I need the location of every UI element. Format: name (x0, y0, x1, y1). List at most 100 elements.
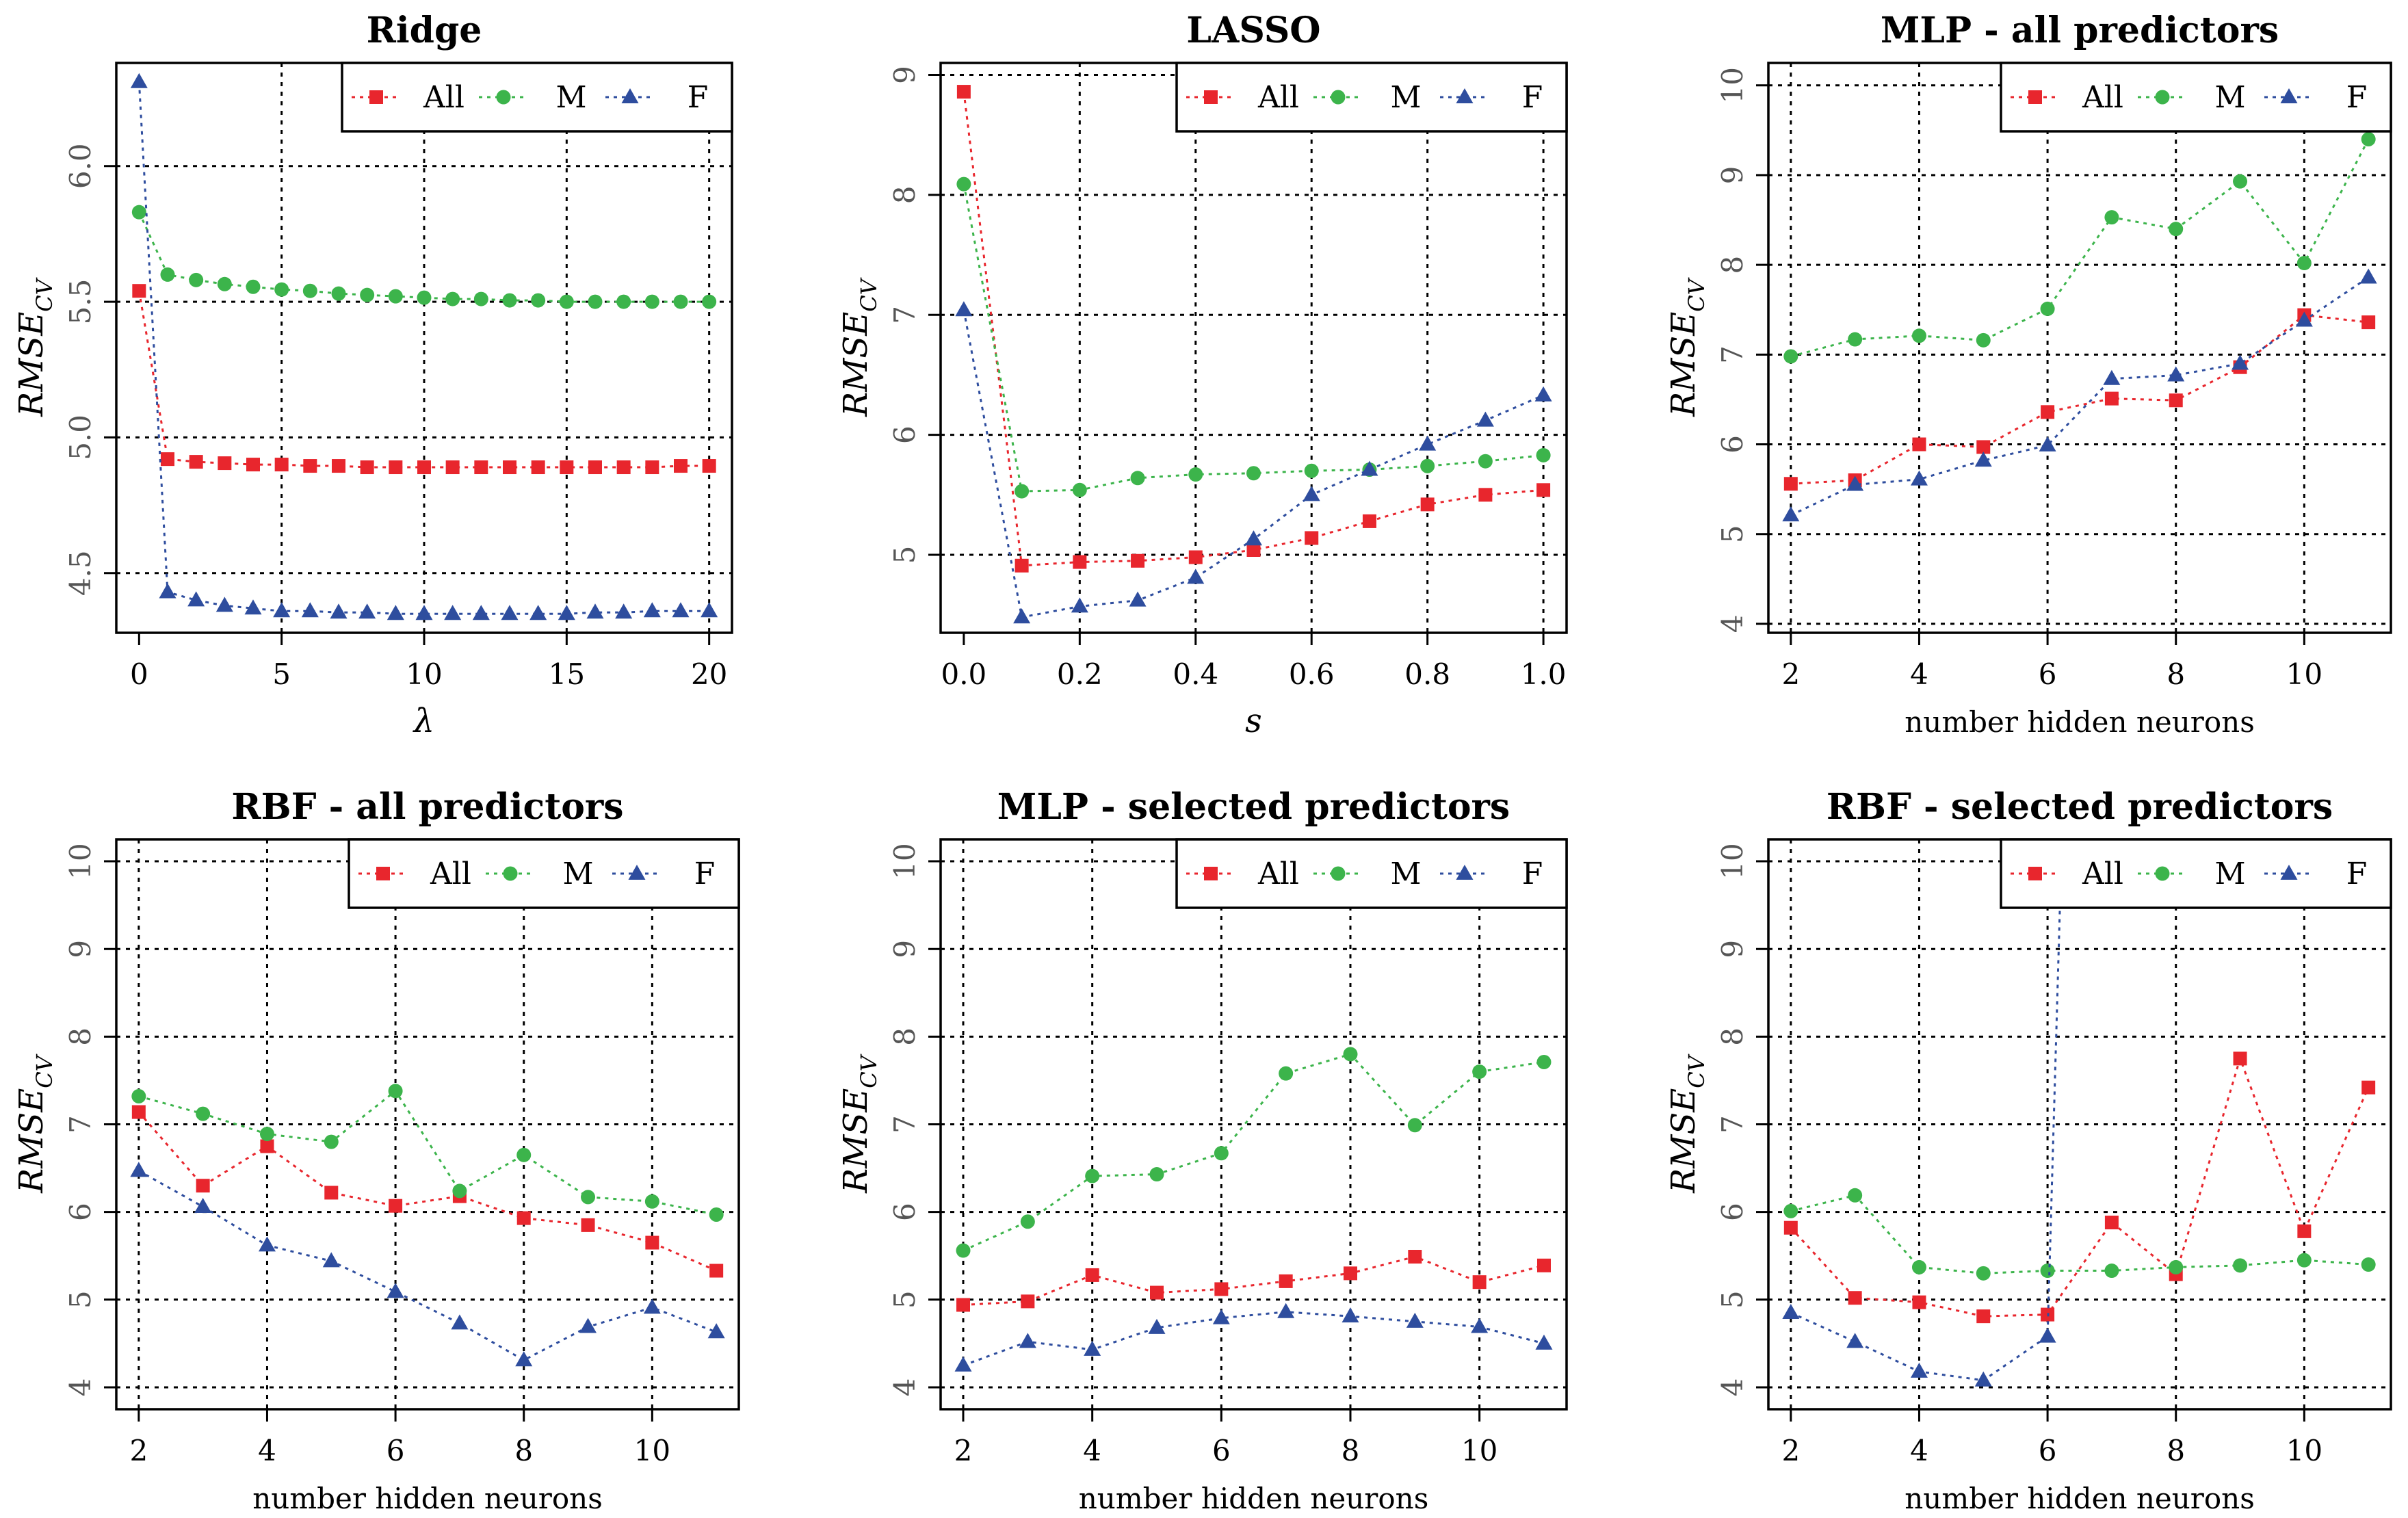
plot-area (1782, 132, 2377, 522)
point-m-4 (2040, 301, 2055, 316)
point-all-2 (189, 455, 203, 469)
point-f-7 (1406, 1312, 1424, 1328)
point-m-8 (360, 287, 375, 302)
point-f-13 (501, 605, 519, 620)
x-tick-label: 8 (514, 1434, 533, 1467)
y-tick-label: 10 (1716, 67, 1749, 103)
y-tick-label: 5 (888, 546, 921, 564)
y-tick-label: 9 (1716, 940, 1749, 958)
point-all-0 (131, 1105, 146, 1119)
legend-label: All (2082, 80, 2123, 115)
point-m-8 (1420, 458, 1435, 473)
point-m-0 (131, 1088, 146, 1103)
point-all-5 (1279, 1274, 1293, 1288)
legend-entry-all: All (2011, 856, 2123, 891)
legend-label: M (562, 856, 593, 891)
x-axis: 0 5 10 15 20 (130, 633, 727, 691)
point-all-9 (389, 460, 403, 475)
point-all-9 (1536, 1258, 1551, 1272)
x-axis: 2 4 6 8 10 (129, 1409, 670, 1467)
point-m-5 (1279, 1066, 1294, 1081)
x-tick-label: 15 (549, 657, 585, 691)
point-m-6 (516, 1147, 532, 1162)
point-f-1 (1019, 1333, 1036, 1348)
point-f-4 (244, 599, 262, 615)
point-f-4 (1187, 568, 1205, 584)
legend-entry-all: All (1186, 856, 1299, 891)
point-f-3 (322, 1252, 340, 1268)
point-all-2 (260, 1139, 274, 1153)
x-tick-label: 6 (2039, 1434, 2057, 1467)
grid (116, 63, 732, 633)
point-f-7 (330, 603, 348, 619)
point-f-8 (2295, 311, 2313, 327)
legend-entry-f: F (612, 856, 715, 891)
legend: All M F (2000, 838, 2392, 909)
series-line-m (138, 1089, 717, 1216)
point-m-9 (1478, 454, 1493, 469)
legend: All M F (1175, 838, 1568, 909)
point-all-3 (218, 456, 232, 471)
point-f-4 (1212, 1309, 1230, 1324)
point-f-5 (1277, 1303, 1295, 1318)
plot-area (955, 85, 1552, 624)
x-tick-label: 10 (1461, 1434, 1497, 1467)
point-m-13 (502, 293, 517, 308)
point-m-legend (496, 90, 511, 105)
point-m-4 (388, 1084, 403, 1099)
point-m-4 (1214, 1146, 1229, 1161)
legend-label: M (1390, 856, 1421, 891)
point-all-2 (1912, 1295, 1926, 1309)
point-f-3 (215, 597, 233, 612)
point-m-2 (1911, 328, 1926, 343)
point-f-8 (1419, 435, 1437, 451)
panel-4: 2 4 6 8 10 4 5 6 7 8 9 10 RMSECV number hidden neuron… (12, 786, 740, 1515)
point-m-0 (956, 1243, 971, 1258)
point-f-2 (1084, 1340, 1101, 1356)
legend-entry-all: All (358, 856, 471, 891)
point-m-3 (217, 276, 232, 291)
point-all-6 (516, 1211, 531, 1225)
point-m-1 (1020, 1214, 1035, 1229)
x-axis: 2 4 6 8 10 (954, 1409, 1497, 1467)
x-axis: 2 4 6 8 10 (1781, 633, 2322, 691)
point-m-9 (2361, 1257, 2376, 1272)
point-all-2 (1912, 437, 1926, 452)
point-all-9 (709, 1264, 724, 1278)
point-f-4 (2039, 436, 2056, 452)
y-tick-label: 8 (888, 1028, 921, 1046)
panel-3: 2 4 6 8 10 4 5 6 7 8 9 10 RMSECV number hidden neuron… (1664, 10, 2392, 739)
point-m-legend (2155, 90, 2170, 105)
point-f-9 (387, 605, 404, 620)
point-all-3 (1131, 553, 1145, 568)
point-f-19 (672, 602, 690, 618)
point-f-6 (1342, 1307, 1359, 1323)
point-all-1 (196, 1179, 210, 1193)
point-all-7 (1408, 1250, 1422, 1264)
x-tick-label: 2 (1781, 1434, 1800, 1467)
point-all-9 (2361, 315, 2376, 330)
x-tick-label: 6 (387, 1434, 405, 1467)
y-tick-label: 7 (888, 306, 921, 324)
x-tick-label: 4 (258, 1434, 276, 1467)
point-f-6 (2167, 366, 2185, 382)
y-axis-label: RMSECV (1664, 1054, 1710, 1194)
point-m-10 (1536, 447, 1551, 462)
point-f-9 (2359, 268, 2377, 284)
point-m-17 (616, 294, 631, 309)
x-axis: 0.0 0.2 0.4 0.6 0.8 1.0 (941, 633, 1567, 691)
point-m-9 (388, 289, 403, 304)
y-tick-label: 9 (64, 940, 97, 958)
y-tick-label: 6 (888, 1203, 921, 1221)
point-m-7 (1407, 1118, 1422, 1133)
point-all-0 (132, 284, 146, 298)
point-all-1 (1848, 1291, 1862, 1305)
plot-area (130, 1084, 725, 1367)
point-f-8 (358, 603, 376, 619)
y-tick-label: 4.5 (64, 550, 97, 596)
point-f-16 (586, 603, 604, 619)
point-m-1 (1015, 484, 1030, 499)
point-all-8 (1472, 1275, 1487, 1290)
point-all-4 (1188, 550, 1203, 564)
y-axis: 4 5 6 7 8 9 10 (64, 843, 116, 1396)
